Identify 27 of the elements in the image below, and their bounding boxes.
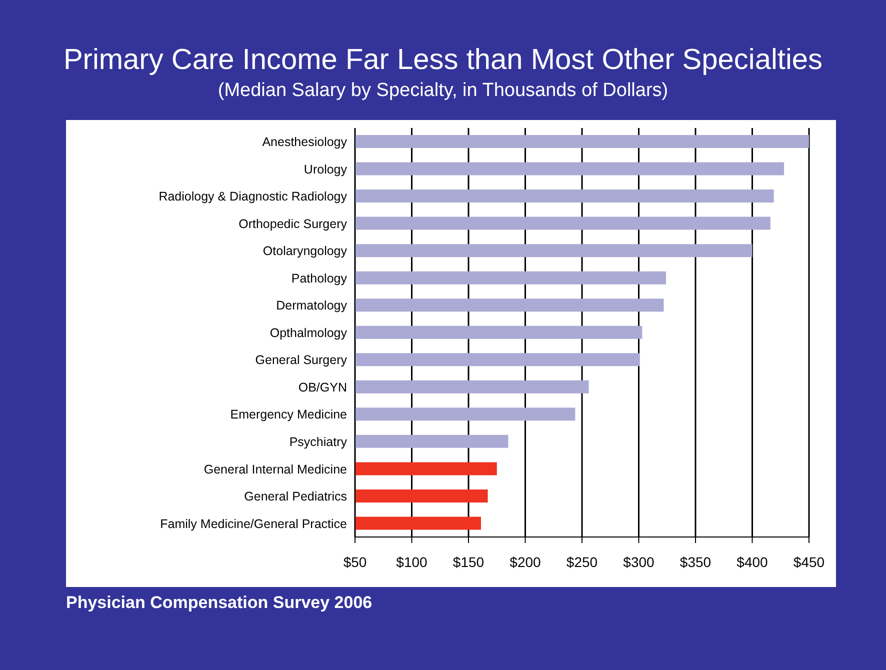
x-tick-label: $100 [396,554,428,570]
y-tick-label: Opthalmology [270,326,348,340]
x-tick-label: $50 [343,554,367,570]
y-tick-label: Family Medicine/General Practice [160,516,348,531]
y-tick-label: OB/GYN [298,380,347,394]
y-tick-label: Anesthesiology [262,135,348,150]
y-tick-label: Urology [304,162,348,176]
y-tick-label: Radiology & Diagnostic Radiology [158,190,348,204]
y-tick-label: General Surgery [255,353,348,368]
x-tick-label: $200 [510,554,542,570]
x-tick-label: $350 [680,554,712,570]
x-tick-label: $300 [623,554,655,570]
x-tick-label: $250 [566,554,598,570]
x-tick-label: $400 [736,554,768,570]
text: Physician Compensation Survey 2006 [66,593,372,613]
chart-title: Primary Care Income Far Less than Most Other Specialties [62,44,824,77]
y-tick-label: Emergency Medicine [230,408,348,422]
y-tick-label: General Pediatrics [244,490,347,504]
y-tick-label: Otolaryngology [262,244,348,258]
y-tick-label: Psychiatry [289,435,348,450]
chart-subtitle: (Median Salary by Specialty, in Thousands of Dollars) [216,80,670,102]
x-tick-label: $150 [452,554,484,570]
y-tick-label: General Internal Medicine [204,462,348,476]
y-tick-label: Dermatology [276,298,348,313]
x-tick-label: $450 [793,554,825,570]
y-tick-label: Orthopedic Surgery [238,216,348,231]
y-tick-label: Pathology [291,271,348,286]
